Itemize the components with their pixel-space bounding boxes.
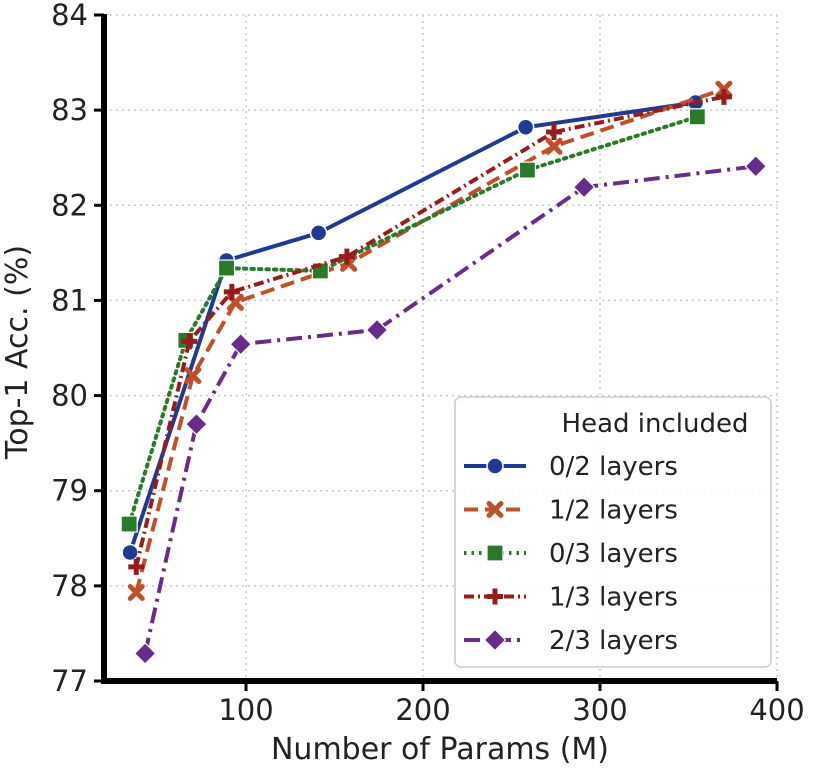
data-point — [338, 248, 355, 265]
y-tick-label: 80 — [51, 379, 88, 413]
series-line — [143, 164, 757, 654]
series-line — [127, 114, 700, 526]
legend-entry-4: 1/3 layers — [464, 583, 678, 613]
x-tick-label: 100 — [218, 693, 273, 727]
legend-entry-2: 1/2 layers — [464, 496, 678, 526]
series-1 — [121, 93, 705, 562]
data-point — [184, 367, 202, 385]
legend-marker — [486, 501, 504, 518]
data-point — [545, 137, 563, 155]
series-line — [134, 87, 725, 594]
series-4 — [128, 88, 732, 575]
data-point — [545, 124, 562, 141]
data-point — [120, 515, 138, 533]
legend-marker — [486, 457, 504, 475]
y-tick-label: 79 — [51, 474, 88, 508]
legend-label: 1/3 layers — [549, 583, 678, 613]
series-3 — [120, 108, 706, 533]
y-tick-label: 83 — [51, 93, 88, 127]
y-tick-label: 82 — [51, 188, 88, 222]
legend-label: 0/2 layers — [549, 452, 678, 482]
legend-entry-5: 2/3 layers — [464, 626, 678, 656]
data-point — [121, 543, 139, 562]
data-point — [128, 558, 145, 575]
x-tick-label: 400 — [749, 693, 804, 727]
tick-labels: 77 78 79 80 81 82 83 84 100 200 300 400 — [51, 0, 805, 727]
x-axis-label: Number of Params (M) — [271, 732, 609, 767]
data-point — [133, 642, 157, 665]
data-point — [309, 224, 328, 242]
data-point — [518, 161, 537, 179]
y-tick-label: 78 — [51, 569, 88, 603]
series-2 — [127, 80, 733, 602]
series-line — [134, 94, 725, 568]
legend: Head included 0/2 layers 1/2 layers 0/3 la… — [454, 396, 772, 668]
legend-box — [454, 396, 772, 668]
legend-label: 0/3 layers — [549, 539, 678, 569]
x-tick-label: 200 — [395, 693, 450, 727]
y-tick-label: 84 — [51, 0, 88, 32]
legend-entry-3: 0/3 layers — [464, 539, 678, 569]
legend-marker — [487, 588, 503, 605]
legend-marker — [486, 544, 504, 562]
data-point — [516, 118, 535, 137]
data-point — [688, 108, 706, 126]
y-tick-label: 81 — [51, 283, 88, 317]
data-point — [217, 259, 236, 277]
data-point — [744, 154, 768, 178]
series-5 — [133, 154, 768, 665]
data-point — [223, 283, 240, 300]
legend-label: 2/3 layers — [549, 626, 678, 656]
data-point — [229, 332, 253, 356]
legend-title: Head included — [562, 409, 749, 439]
y-tick-label: 77 — [51, 664, 88, 698]
axes — [94, 13, 779, 691]
y-axis-label: Top-1 Acc. (%) — [0, 245, 35, 460]
data-point — [365, 318, 389, 342]
data-point — [572, 175, 596, 199]
legend-entry-1: 0/2 layers — [464, 452, 678, 482]
data-point — [127, 584, 145, 602]
data-point — [715, 88, 732, 105]
legend-entries: 0/2 layers 1/2 layers 0/3 layers 1/3 layers… — [464, 452, 678, 656]
legend-label: 1/2 layers — [549, 496, 678, 526]
legend-marker — [483, 628, 507, 652]
x-tick-label: 300 — [572, 693, 627, 727]
data-point — [181, 333, 198, 350]
series-layer — [120, 80, 768, 665]
data-point — [185, 412, 208, 436]
